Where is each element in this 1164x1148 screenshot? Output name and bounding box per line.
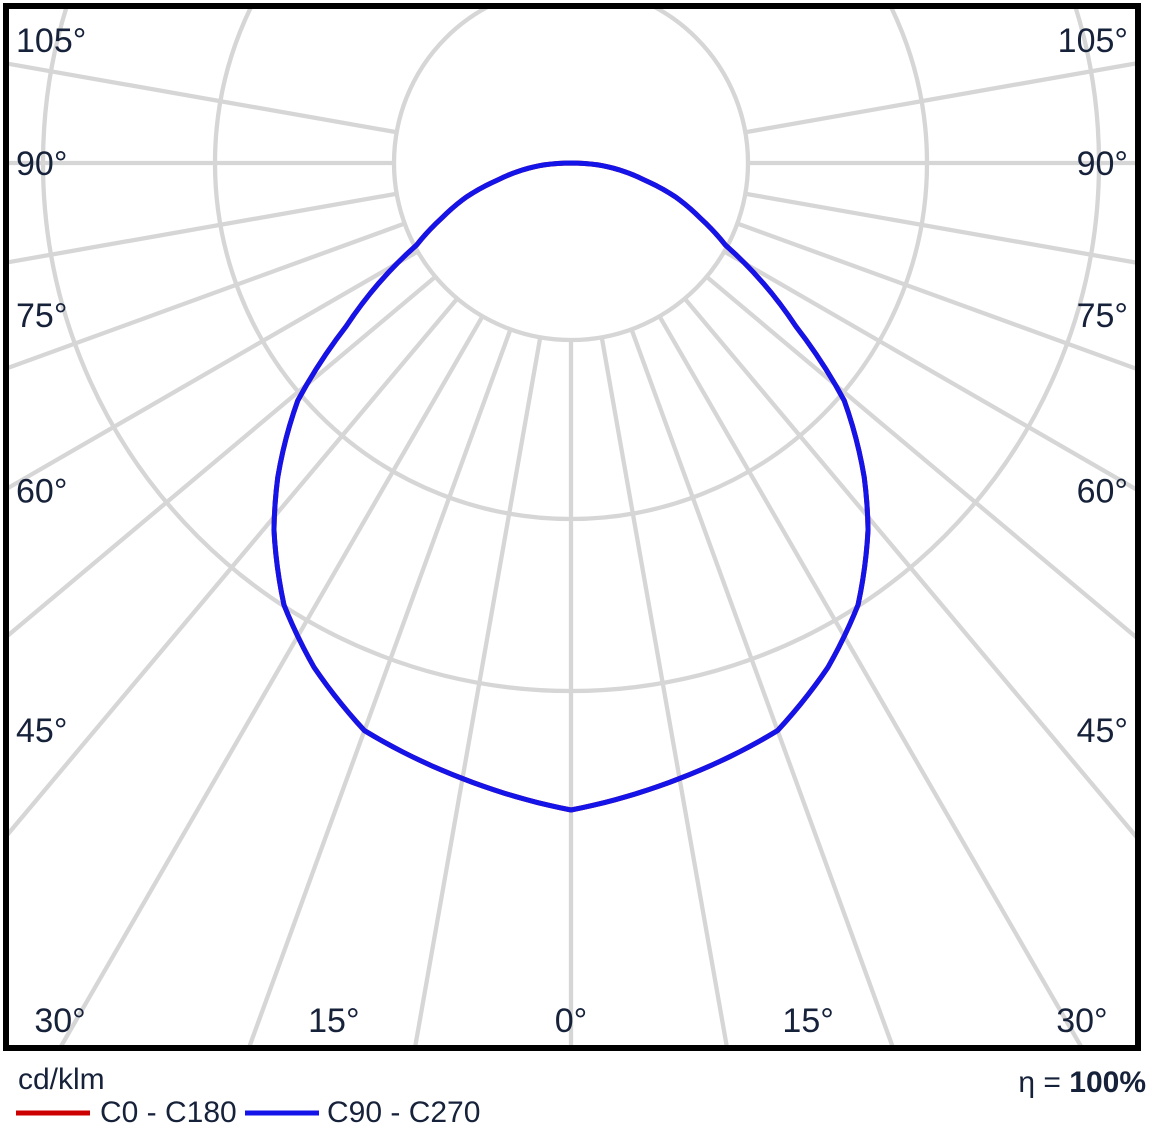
svg-text:45°: 45° [16,712,67,750]
svg-text:45°: 45° [1077,712,1128,750]
svg-text:30°: 30° [34,1002,85,1040]
svg-text:60°: 60° [1077,472,1128,510]
svg-text:105°: 105° [1058,22,1128,60]
svg-text:75°: 75° [1077,297,1128,335]
svg-text:30°: 30° [1056,1002,1107,1040]
svg-text:0°: 0° [555,1002,588,1040]
svg-text:15°: 15° [308,1002,359,1040]
svg-text:15°: 15° [782,1002,833,1040]
svg-text:75°: 75° [16,297,67,335]
svg-text:90°: 90° [1077,145,1128,183]
svg-text:90°: 90° [16,145,67,183]
svg-text:60°: 60° [16,472,67,510]
svg-text:105°: 105° [16,22,86,60]
